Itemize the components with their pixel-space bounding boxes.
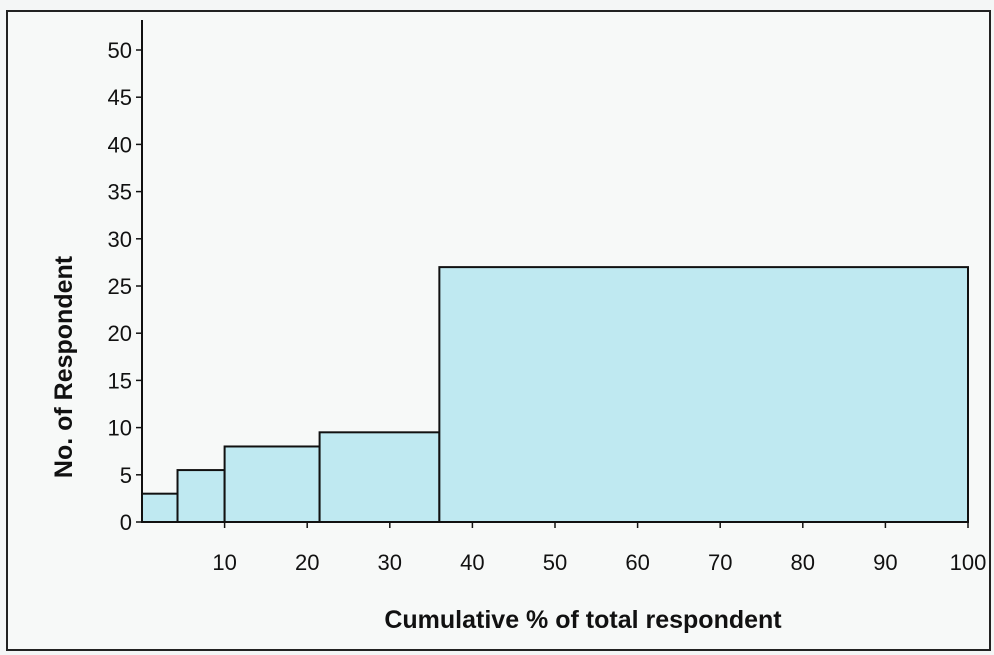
histogram-bar-2 — [176, 469, 226, 523]
x-tick-label: 70 — [708, 550, 732, 575]
chart-frame: 0 5 10 15 20 25 30 35 40 45 50 10 20 30 40 50 60 70 80 90 1… — [6, 10, 991, 651]
x-ticks: 10 20 30 40 50 60 70 80 90 100 — [212, 522, 986, 575]
x-tick-label: 50 — [543, 550, 567, 575]
x-tick-label: 40 — [460, 550, 484, 575]
x-tick-label: 30 — [378, 550, 402, 575]
x-tick-label: 60 — [625, 550, 649, 575]
y-tick-label: 45 — [108, 85, 132, 110]
x-tick-label: 90 — [873, 550, 897, 575]
y-ticks: 0 5 10 15 20 25 30 35 40 45 50 — [108, 38, 142, 535]
y-tick-label: 40 — [108, 132, 132, 157]
histogram-bar-3 — [223, 445, 321, 524]
y-tick-label: 15 — [108, 368, 132, 393]
x-tick-label: 20 — [295, 550, 319, 575]
x-tick-label: 100 — [950, 550, 987, 575]
histogram-bar-1 — [141, 492, 179, 523]
y-tick-label: 20 — [108, 321, 132, 346]
x-tick-label: 10 — [212, 550, 236, 575]
y-tick-label: 30 — [108, 227, 132, 252]
x-axis-title: Cumulative % of total respondent — [384, 606, 782, 634]
y-tick-label: 5 — [120, 463, 132, 488]
y-tick-label: 25 — [108, 274, 132, 299]
y-tick-label: 35 — [108, 180, 132, 205]
y-tick-label: 10 — [108, 416, 132, 441]
y-tick-label: 0 — [120, 510, 132, 535]
bars-layer — [141, 266, 969, 524]
histogram-bar-4 — [318, 431, 441, 524]
x-tick-label: 80 — [791, 550, 815, 575]
histogram-bar-5 — [438, 266, 969, 523]
y-axis-title: No. of Respondent — [50, 255, 78, 478]
y-tick-label: 50 — [108, 38, 132, 63]
